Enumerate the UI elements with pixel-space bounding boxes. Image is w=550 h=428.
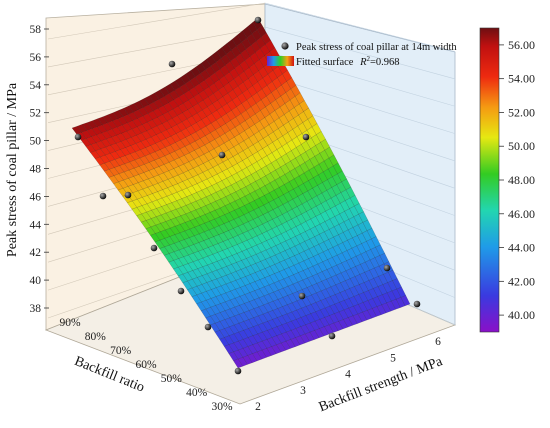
z-tick-label: 52 (30, 108, 42, 120)
scatter-point (124, 191, 132, 199)
colorbar-tick-label: 50.00 (508, 139, 535, 153)
colorbar-ticks: 40.00 42.00 44.00 46.00 48.00 50.00 52.00 54.00… (499, 38, 535, 322)
legend-scatter-label: Peak stress of coal pillar at 14m width (296, 42, 457, 53)
ratio-tick-label: 50% (161, 373, 183, 385)
z-axis-label: Peak stress of coal pillar / MPa (5, 82, 20, 257)
colorbar-tick-label: 48.00 (508, 173, 535, 187)
z-tick-label: 58 (30, 24, 42, 36)
scatter-point (150, 244, 158, 252)
grid-line (264, 50, 456, 107)
colorbar-tick-label: 46.00 (508, 207, 535, 221)
scatter-point (168, 60, 176, 68)
legend-r2-sup: 2 (366, 55, 370, 63)
z-tick-label: 42 (30, 247, 42, 259)
ratio-tick-label: 90% (59, 317, 81, 329)
strength-tick-label: 5 (390, 352, 396, 364)
z-tick-label: 56 (30, 52, 42, 64)
z-tick-label: 46 (30, 191, 42, 203)
z-tick-label: 44 (30, 219, 42, 231)
ratio-tick-label: 40% (186, 387, 208, 399)
scatter-point (99, 192, 107, 200)
z-tick-label: 40 (30, 275, 42, 287)
z-tick-label: 38 (30, 303, 42, 315)
ratio-tick-label: 30% (211, 401, 233, 413)
scatter-point (328, 332, 336, 340)
fitted-surface (71, 17, 411, 369)
grid-line (47, 26, 266, 68)
legend-surface-swatch (267, 56, 294, 66)
ratio-tick-label: 60% (135, 359, 157, 371)
legend-surface-text: Fitted surface R2=0.968 (296, 55, 400, 68)
ratio-tick-label: 70% (110, 345, 132, 357)
scatter-point (413, 300, 421, 308)
scatter-point (383, 264, 391, 272)
scatter-point (254, 16, 262, 24)
z-axis-ticks: 38 40 42 44 46 48 50 52 54 56 58 (30, 24, 49, 315)
legend-r2-label: R (359, 57, 367, 68)
colorbar-tick-label: 44.00 (508, 241, 535, 255)
z-tick-label: 48 (30, 164, 42, 176)
grid-line (264, 74, 456, 134)
strength-tick-label: 3 (300, 385, 306, 397)
grid-line (264, 26, 456, 80)
colorbar-tick-label: 42.00 (508, 274, 535, 288)
legend-scatter-marker (281, 42, 289, 50)
scatter-point (177, 287, 185, 295)
scatter-points (74, 16, 421, 375)
strength-axis-ticks: 2 3 4 5 6 (255, 336, 441, 413)
z-tick-label: 50 (30, 136, 42, 148)
scatter-point (74, 133, 82, 141)
scatter-point (234, 367, 242, 375)
colorbar-tick-label: 54.00 (508, 72, 535, 86)
ratio-tick-label: 80% (85, 331, 107, 343)
strength-tick-label: 2 (255, 401, 261, 413)
strength-tick-label: 4 (345, 369, 351, 381)
scatter-point (298, 292, 306, 300)
z-tick-label: 54 (30, 80, 42, 92)
colorbar-tick-label: 40.00 (508, 308, 535, 322)
scatter-point (302, 133, 310, 141)
grid-line (47, 2, 266, 40)
grid-line (264, 2, 456, 52)
colorbar (479, 27, 500, 333)
strength-tick-label: 6 (435, 336, 441, 348)
scatter-point (218, 151, 226, 159)
legend: Peak stress of coal pillar at 14m width … (267, 42, 457, 68)
colorbar-tick-label: 56.00 (508, 38, 535, 52)
ratio-axis-ticks: 90% 80%70%60% 50%40%30% (59, 317, 233, 413)
legend-surface-label: Fitted surface (296, 57, 354, 68)
surface-cell (400, 295, 411, 307)
legend-r2-value: =0.968 (370, 57, 400, 68)
scatter-point (204, 323, 212, 331)
colorbar-tick-label: 52.00 (508, 105, 535, 119)
